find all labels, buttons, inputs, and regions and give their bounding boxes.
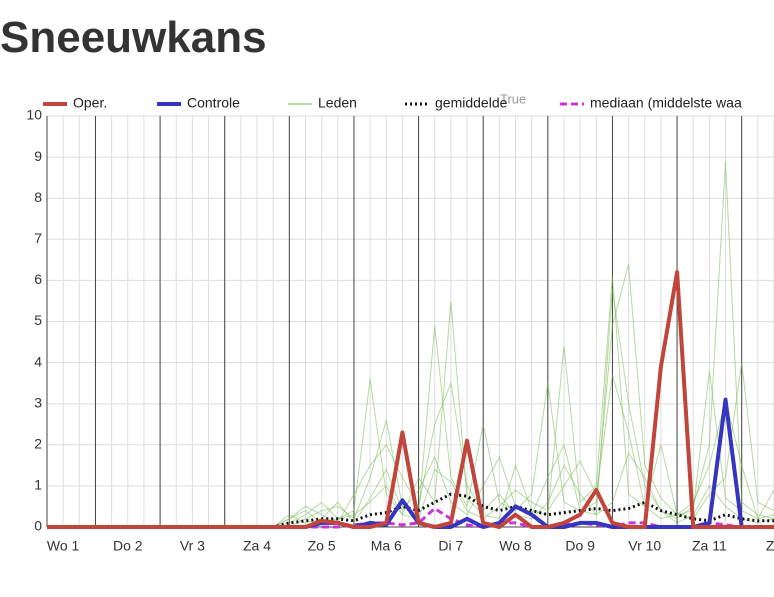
y-tick-label: 9 bbox=[34, 148, 42, 164]
y-tick-label: 4 bbox=[34, 353, 42, 369]
legend-label: Controle bbox=[187, 95, 240, 111]
x-tick-label: Za 4 bbox=[243, 538, 271, 554]
legend-label: gemiddelde bbox=[435, 95, 508, 111]
x-tick-label: Ma 6 bbox=[371, 538, 402, 554]
legend-label: mediaan (middelste waa bbox=[590, 95, 742, 111]
y-tick-label: 0 bbox=[34, 518, 42, 534]
y-tick-label: 10 bbox=[26, 107, 42, 123]
x-tick-label: Di 7 bbox=[438, 538, 463, 554]
legend-label: Leden bbox=[318, 95, 357, 111]
x-tick-label: Vr 10 bbox=[628, 538, 661, 554]
y-tick-label: 1 bbox=[34, 477, 42, 493]
chart-title: Sneeuwkans bbox=[0, 13, 267, 62]
y-tick-label: 6 bbox=[34, 271, 42, 287]
member-line bbox=[47, 374, 774, 528]
y-tick-label: 8 bbox=[34, 189, 42, 205]
x-tick-label: Vr 3 bbox=[180, 538, 205, 554]
y-tick-label: 7 bbox=[34, 230, 42, 246]
y-tick-label: 3 bbox=[34, 394, 42, 410]
y-tick-label: 2 bbox=[34, 436, 42, 452]
x-tick-label: Do 2 bbox=[113, 538, 143, 554]
x-tick-label: Wo 1 bbox=[47, 538, 80, 554]
x-tick-label: Zo 5 bbox=[308, 538, 336, 554]
series-line bbox=[47, 270, 774, 529]
y-tick-label: 5 bbox=[34, 312, 42, 328]
member-line bbox=[47, 276, 774, 528]
annotation: True bbox=[500, 91, 526, 106]
x-tick-label: Wo 8 bbox=[499, 538, 532, 554]
legend-label: Oper. bbox=[73, 95, 107, 111]
x-tick-label: Za 11 bbox=[692, 538, 727, 554]
x-tick-label: Zo bbox=[766, 538, 774, 554]
x-tick-label: Do 9 bbox=[565, 538, 595, 554]
member-line bbox=[47, 381, 774, 528]
